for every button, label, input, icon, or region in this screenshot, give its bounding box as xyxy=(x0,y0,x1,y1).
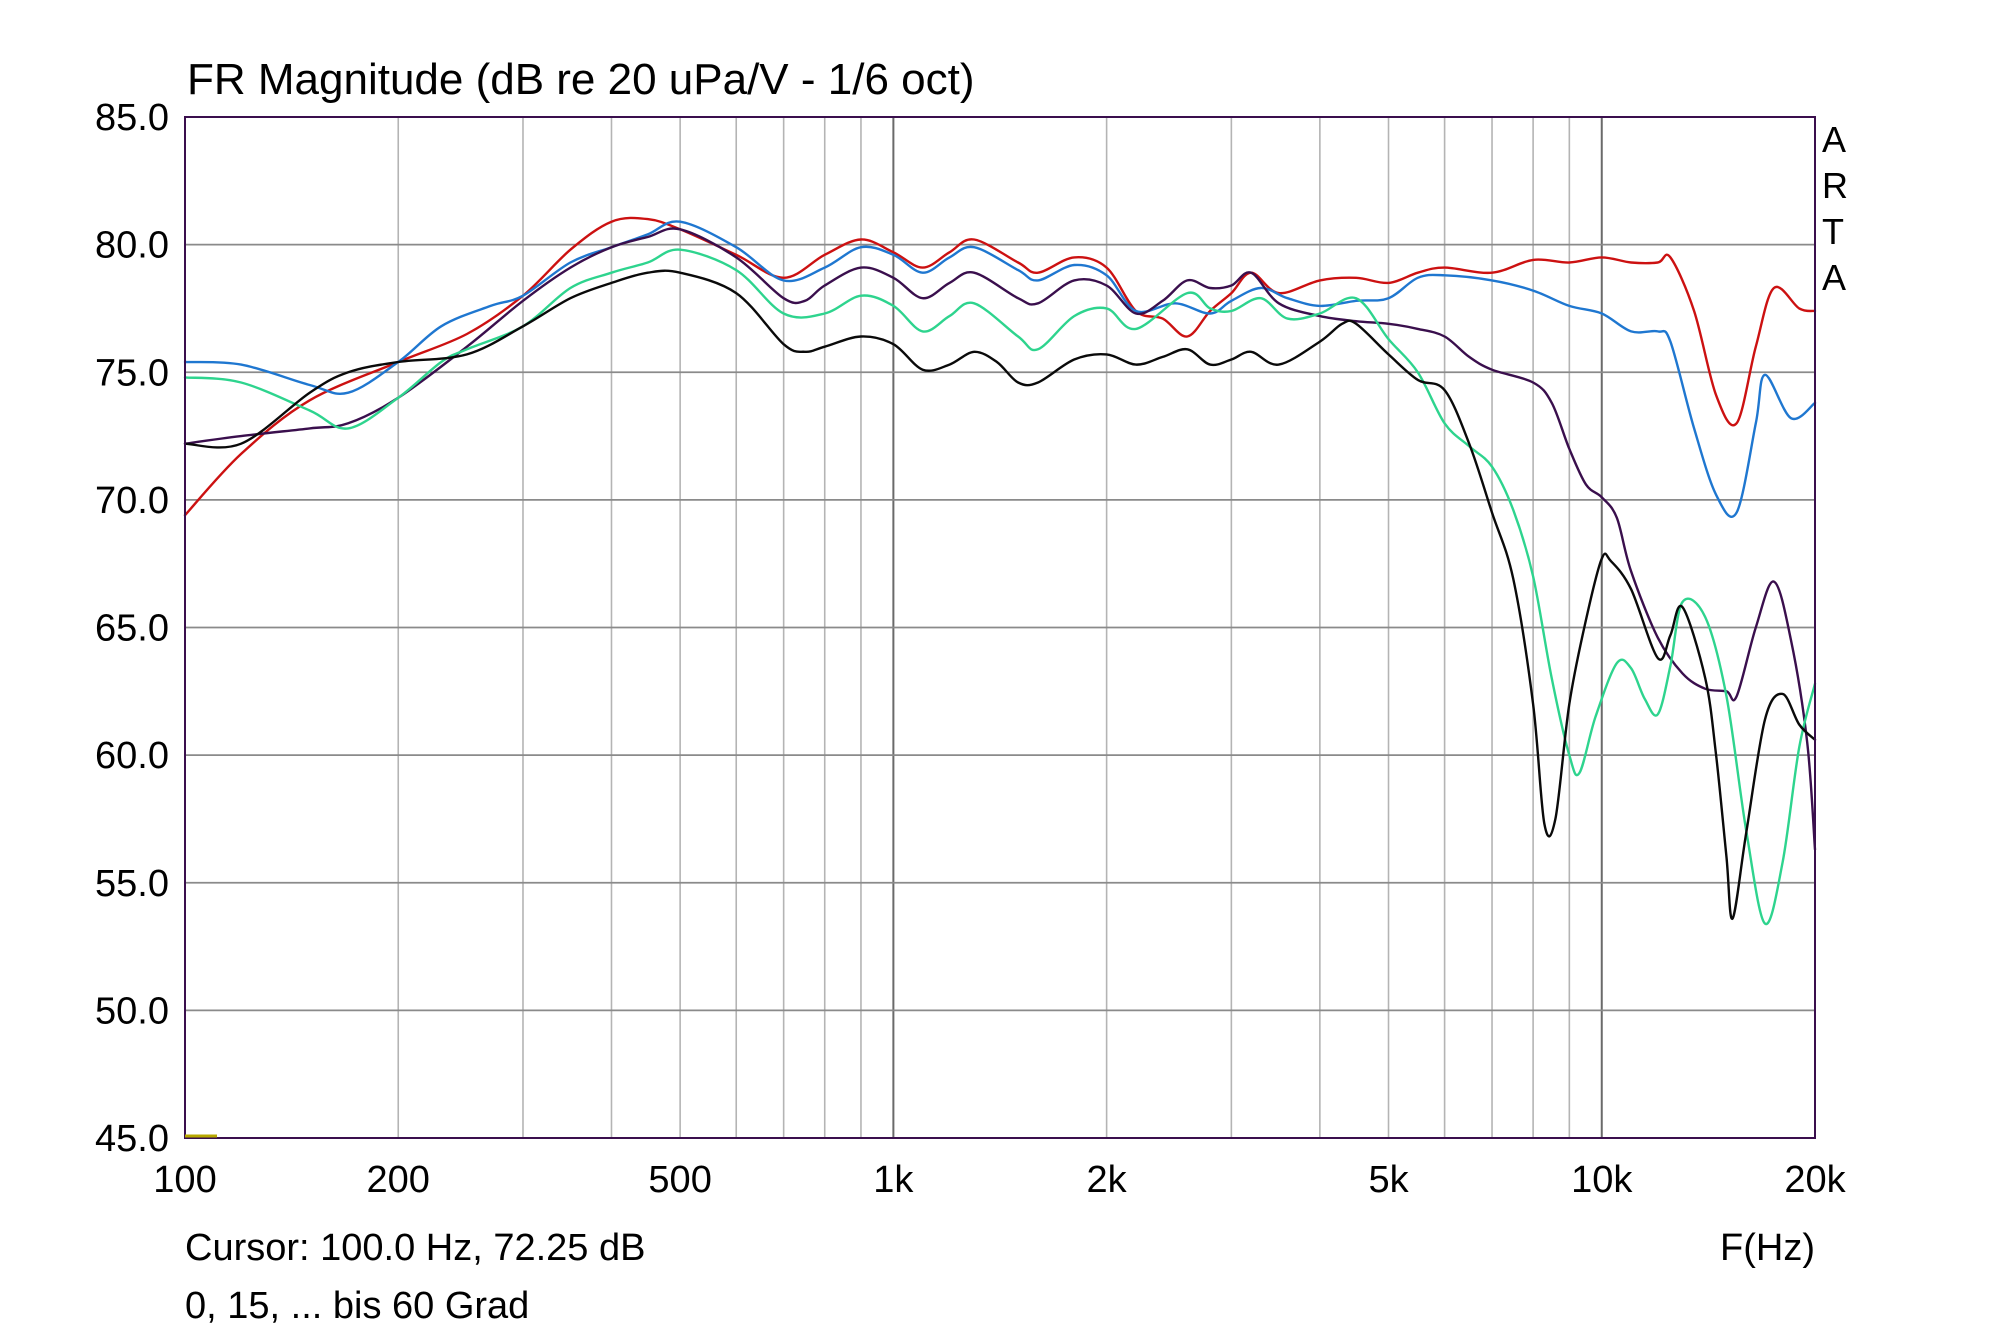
x-tick-label: 100 xyxy=(153,1159,216,1201)
x-tick-label: 1k xyxy=(873,1159,914,1201)
y-tick-label: 75.0 xyxy=(95,352,169,394)
series-layer xyxy=(183,216,1817,926)
arta-letter: A xyxy=(1822,257,1846,298)
y-tick-label: 55.0 xyxy=(95,863,169,905)
y-tick-label: 65.0 xyxy=(95,608,169,650)
series-line-5 xyxy=(183,269,1817,920)
x-tick-label: 5k xyxy=(1368,1159,1409,1201)
y-tick-label: 80.0 xyxy=(95,225,169,267)
arta-letter: R xyxy=(1822,165,1848,206)
y-tick-label: 85.0 xyxy=(95,97,169,139)
x-tick-label: 2k xyxy=(1087,1159,1128,1201)
arta-watermark: A R T A xyxy=(1822,119,1848,298)
curve-set-note: 0, 15, ... bis 60 Grad xyxy=(185,1285,529,1327)
x-axis-ticks: 100 200 500 1k 2k 5k 10k 20k xyxy=(153,1159,1846,1201)
arta-letter: A xyxy=(1822,119,1846,160)
series-line-4 xyxy=(183,248,1817,926)
series-line-3 xyxy=(183,227,1817,851)
y-axis-ticks: 85.0 80.0 75.0 70.0 65.0 60.0 55.0 50.0 45.0 xyxy=(95,97,169,1160)
series-line-1 xyxy=(183,216,1817,517)
cursor-readout: Cursor: 100.0 Hz, 72.25 dB xyxy=(185,1227,645,1269)
x-axis-label: F(Hz) xyxy=(1720,1227,1815,1269)
x-tick-label: 10k xyxy=(1571,1159,1633,1201)
x-tick-label: 20k xyxy=(1784,1159,1846,1201)
arta-letter: T xyxy=(1822,211,1844,252)
y-tick-label: 50.0 xyxy=(95,990,169,1032)
series-line-2 xyxy=(183,220,1817,519)
chart-title: FR Magnitude (dB re 20 uPa/V - 1/6 oct) xyxy=(187,55,975,104)
x-tick-label: 200 xyxy=(367,1159,430,1201)
plot-frame xyxy=(184,116,1816,1139)
x-tick-label: 500 xyxy=(648,1159,711,1201)
y-tick-label: 60.0 xyxy=(95,735,169,777)
y-tick-label: 70.0 xyxy=(95,480,169,522)
y-tick-label: 45.0 xyxy=(95,1118,169,1160)
